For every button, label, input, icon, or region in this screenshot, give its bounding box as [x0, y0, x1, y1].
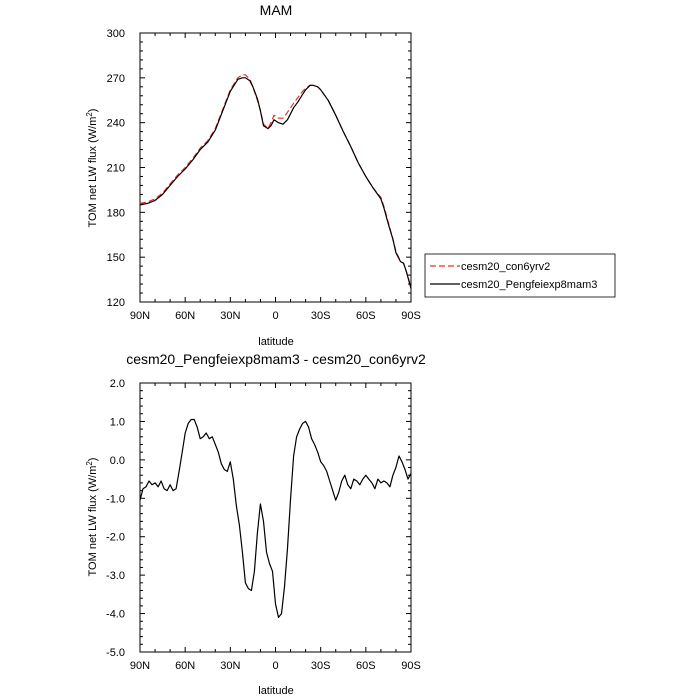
y-tick-label: 180 — [107, 207, 125, 219]
y-tick-label: 270 — [107, 73, 125, 85]
y-tick-label: 300 — [107, 28, 125, 40]
chart-title: MAM — [260, 2, 293, 18]
series-lines — [139, 74, 412, 289]
y-tick-label: -1.0 — [106, 493, 125, 505]
y-tick-label: 150 — [107, 252, 125, 264]
x-tick-label: 30S — [311, 660, 331, 672]
y-axis-label: TOM net LW flux (W/m2) — [85, 458, 99, 577]
y-tick-label: 2.0 — [110, 378, 125, 390]
legend: cesm20_con6yrv2 cesm20_Pengfeiexp8mam3 — [424, 253, 616, 298]
x-tick-label: 90S — [401, 310, 421, 322]
x-axis-label: latitude — [258, 336, 293, 348]
x-tick-label: 30N — [220, 310, 240, 322]
series-lines — [139, 418, 412, 619]
y-tick-label: -2.0 — [106, 532, 125, 544]
y-axis-label: TOM net LW flux (W/m2) — [85, 109, 99, 228]
y-tick-label: -4.0 — [106, 609, 125, 621]
legend-label-con6yrv2: cesm20_con6yrv2 — [461, 261, 550, 273]
x-tick-label: 60N — [175, 310, 195, 322]
chart-title: cesm20_Pengfeiexp8mam3 - cesm20_con6yrv2 — [126, 351, 426, 367]
x-tick-label: 90N — [130, 310, 150, 322]
y-tick-label: 210 — [107, 163, 125, 175]
x-tick-label: 90N — [130, 660, 150, 672]
series-line-cesm20_Pengfeiexp8mam3 — [139, 77, 412, 289]
legend-box — [424, 253, 616, 298]
ticks: 90N 60N 30N 0 30S 60S 90S -5.0 -4.0 -3.0 -2.0 -1.0 0… — [106, 378, 421, 672]
legend-label-pengfeiexp8mam3: cesm20_Pengfeiexp8mam3 — [461, 279, 597, 291]
plot-area-frame — [139, 382, 412, 653]
top-panel: MAM 90N 60N 30N 0 30S 60S 90S 120 150 180 210 240 27… — [85, 2, 616, 348]
y-tick-label: -3.0 — [106, 570, 125, 582]
x-tick-label: 60S — [356, 660, 376, 672]
x-tick-label: 60N — [175, 660, 195, 672]
x-tick-label: 30N — [220, 660, 240, 672]
y-tick-label: 240 — [107, 118, 125, 130]
bottom-panel: cesm20_Pengfeiexp8mam3 - cesm20_con6yrv2… — [85, 351, 426, 697]
y-tick-label: 1.0 — [110, 416, 125, 428]
y-tick-label: 120 — [107, 297, 125, 309]
y-tick-label: -5.0 — [106, 647, 125, 659]
x-tick-label: 90S — [401, 660, 421, 672]
y-tick-label: 0.0 — [110, 455, 125, 467]
plot-area-frame — [139, 32, 412, 303]
x-tick-label: 0 — [272, 310, 278, 322]
x-tick-label: 0 — [272, 660, 278, 672]
ticks: 90N 60N 30N 0 30S 60S 90S 120 150 180 210 240 270 300 — [107, 28, 421, 322]
x-tick-label: 60S — [356, 310, 376, 322]
x-tick-label: 30S — [311, 310, 331, 322]
series-line-difference — [139, 418, 412, 619]
series-line-cesm20_con6yrv2 — [139, 74, 412, 288]
x-axis-label: latitude — [258, 685, 293, 697]
